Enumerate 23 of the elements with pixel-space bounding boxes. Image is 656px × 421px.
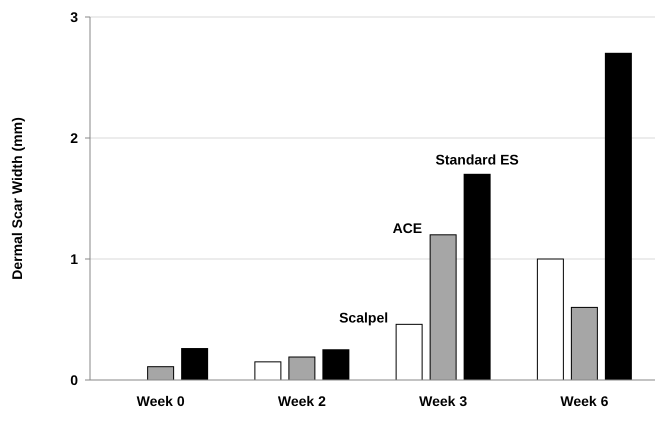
bar (464, 174, 491, 380)
x-tick-label: Week 2 (278, 393, 326, 409)
bar (288, 356, 316, 380)
x-tick-label: Week 6 (560, 393, 609, 409)
bar (536, 258, 564, 380)
y-tick-label: 1 (70, 250, 78, 267)
y-tick-label: 2 (70, 130, 78, 146)
bar (147, 366, 174, 380)
bar (430, 234, 457, 380)
bar (396, 324, 423, 380)
y-axis-title: Dermal Scar Width (mm) (9, 117, 25, 280)
bar (604, 52, 632, 380)
x-tick-label: Week 0 (136, 393, 185, 409)
x-tick-label: Week 3 (419, 393, 468, 409)
bar (322, 349, 350, 380)
bar (254, 361, 282, 380)
series-label: Scalpel (339, 309, 388, 326)
y-tick-label: 3 (70, 8, 78, 25)
y-tick-label: 0 (70, 372, 78, 388)
series-label: Standard ES (436, 151, 519, 168)
series-label: ACE (392, 220, 422, 236)
bar (181, 348, 208, 380)
bar (570, 306, 598, 380)
